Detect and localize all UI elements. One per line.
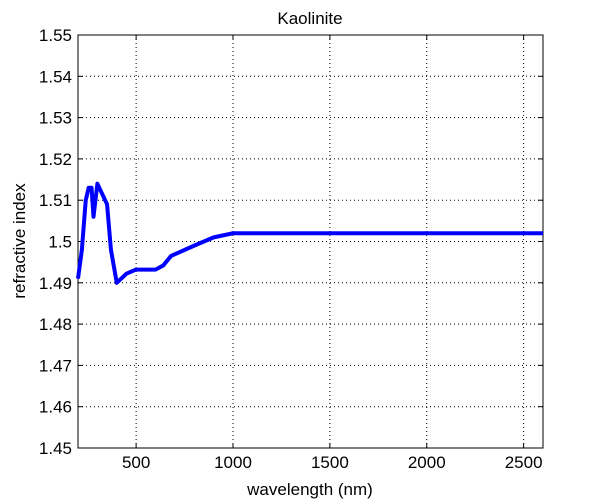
y-tick-label: 1.55 (39, 26, 72, 45)
y-tick-labels: 1.45 1.46 1.47 1.48 1.49 1.5 1.51 1.52 1.53 1.54 1… (39, 26, 72, 458)
x-tick-label: 1000 (214, 453, 252, 472)
x-tick-label: 2000 (408, 453, 446, 472)
y-tick-label: 1.53 (39, 109, 72, 128)
y-tick-label: 1.52 (39, 150, 72, 169)
y-tick-label: 1.45 (39, 439, 72, 458)
y-tick-label: 1.47 (39, 356, 72, 375)
y-tick-label: 1.5 (48, 233, 72, 252)
series-line (76, 181, 543, 285)
chart-title: Kaolinite (277, 9, 342, 28)
axis-ticks (78, 34, 543, 449)
y-tick-label: 1.46 (39, 398, 72, 417)
x-tick-label: 2500 (505, 453, 543, 472)
x-tick-label: 500 (122, 453, 150, 472)
x-tick-labels: 500 1000 1500 2000 2500 (122, 453, 543, 472)
x-tick-label: 1500 (311, 453, 349, 472)
x-axis-title: wavelength (nm) (246, 480, 373, 499)
y-tick-label: 1.49 (39, 274, 72, 293)
y-tick-label: 1.54 (39, 67, 72, 86)
y-tick-label: 1.48 (39, 315, 72, 334)
y-tick-label: 1.51 (39, 191, 72, 210)
grid-lines (78, 35, 543, 448)
series-layer (76, 181, 543, 285)
y-axis-title: refractive index (10, 183, 29, 299)
